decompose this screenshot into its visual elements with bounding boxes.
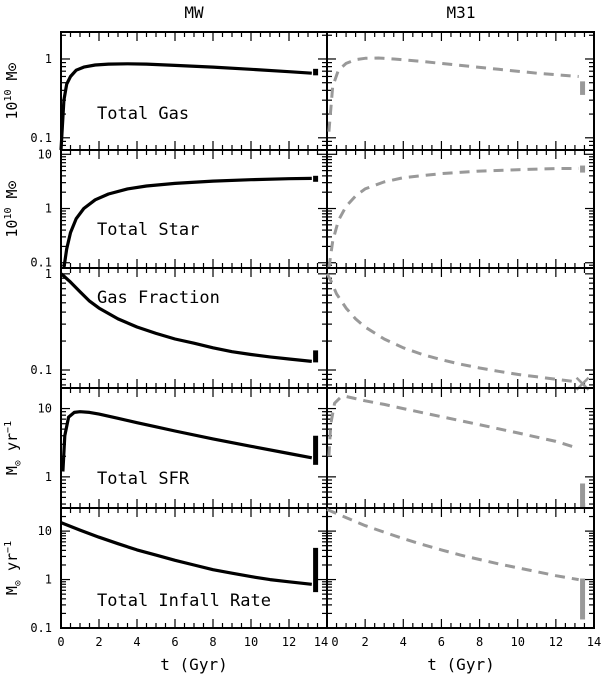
- y-tick-label: 10: [38, 402, 52, 416]
- panel-frame: [60, 31, 328, 151]
- panel-total-infall-rate-m31: [326, 507, 595, 629]
- column-title-m31: M31: [447, 3, 476, 22]
- x-axis-label-mw: t (Gyr): [160, 655, 227, 674]
- x-tick-label: 0: [331, 635, 338, 649]
- y-tick-label: 10: [38, 524, 52, 538]
- x-tick-label: 12: [549, 635, 563, 649]
- panel-total-gas-mw: [59, 31, 328, 151]
- series-line-m31: [326, 508, 579, 582]
- x-tick-label: 6: [171, 635, 178, 649]
- panel-frame: [326, 387, 595, 509]
- panel-label-total-gas: Total Gas: [97, 104, 189, 124]
- x-axes: t (Gyr) t (Gyr) 0 2 4 6 8 10 12 14 0 2 4 6 8 10 12 14: [57, 635, 601, 674]
- x-tick-label: 8: [209, 635, 216, 649]
- series-line-mw: [59, 62, 312, 151]
- panel-total-gas-m31: [326, 31, 595, 151]
- panel-total-sfr-m31: [326, 387, 595, 509]
- x-tick-label: 8: [476, 635, 483, 649]
- panel-frame: [60, 387, 328, 509]
- x-tick-label: 14: [314, 635, 328, 649]
- x-tick-label: 12: [282, 635, 296, 649]
- panel-frame: [60, 267, 328, 389]
- y-tick-label: 1: [45, 52, 52, 66]
- panel-frame: [326, 31, 595, 151]
- series-line-m31: [327, 166, 579, 269]
- series-line-mw: [59, 272, 312, 363]
- panel-total-sfr-mw: [60, 387, 328, 509]
- series-line-mw: [60, 521, 312, 586]
- panel-total-star-mw: [60, 149, 328, 269]
- panel-label-gas-fraction: Gas Fraction: [97, 288, 220, 308]
- series-line-m31: [325, 273, 579, 384]
- x-tick-label: 0: [57, 635, 64, 649]
- y-tick-label: 1: [45, 470, 52, 484]
- y-axis-label-total-star: 1010 M⊙: [3, 180, 21, 237]
- y-axis-label-total-sfr: M⊙ yr−1: [3, 421, 24, 475]
- panel-frame: [60, 149, 328, 269]
- panel-gas-fraction-mw: [59, 267, 328, 389]
- x-axis-label-m31: t (Gyr): [427, 655, 494, 674]
- series-line-mw: [62, 176, 312, 269]
- panel-label-total-sfr: Total SFR: [97, 469, 190, 489]
- series-line-m31: [327, 56, 579, 132]
- y-tick-label: 0.1: [30, 256, 52, 270]
- y-tick-label: 1: [45, 573, 52, 587]
- y-tick-label: 0.1: [30, 621, 52, 635]
- y-tick-label: 1: [45, 202, 52, 216]
- y-axis-label-total-gas: 1010 M⊙: [3, 62, 21, 119]
- x-tick-label: 6: [438, 635, 445, 649]
- x-tick-label: 2: [362, 635, 369, 649]
- x-tick-label: 4: [133, 635, 140, 649]
- series-line-m31: [327, 395, 580, 457]
- series-line-mw: [61, 410, 313, 472]
- y-tick-label: 0.1: [30, 363, 52, 377]
- panel-total-star-m31: [326, 149, 595, 269]
- panel-label-total-star: Total Star: [97, 220, 199, 240]
- x-tick-label: 10: [244, 635, 258, 649]
- x-tick-label: 2: [95, 635, 102, 649]
- y-tick-label: 1: [45, 267, 52, 281]
- x-tick-label: 10: [510, 635, 524, 649]
- x-tick-label: 4: [400, 635, 407, 649]
- panel-label-total-infall-rate: Total Infall Rate: [97, 591, 271, 611]
- panel-gas-fraction-m31: [325, 267, 595, 391]
- column-title-mw: MW: [184, 3, 204, 22]
- y-axis-label-total-infall-rate: M⊙ yr−1: [3, 541, 24, 595]
- y-tick-label: 10: [38, 147, 52, 161]
- y-tick-label: 0.1: [30, 131, 52, 145]
- x-tick-label: 14: [587, 635, 601, 649]
